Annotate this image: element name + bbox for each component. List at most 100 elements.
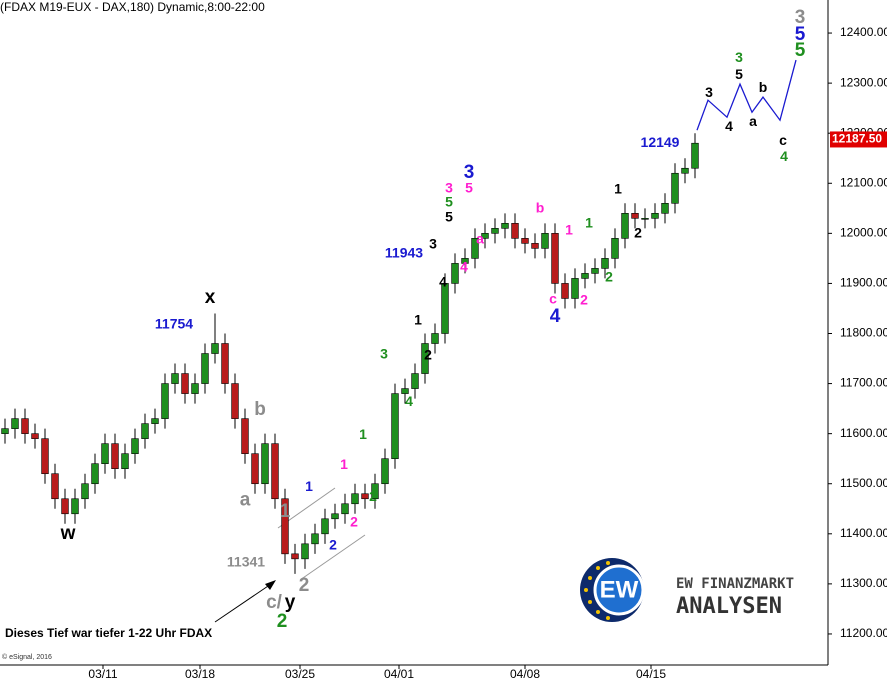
logo-badge-text: EW — [600, 576, 639, 603]
logo-line1: EW FINANZMARKT — [676, 576, 794, 592]
candle-body — [511, 223, 519, 239]
wave-label: c — [549, 291, 557, 307]
wave-label: y — [285, 592, 296, 613]
copyright: © eSignal, 2016 — [2, 653, 52, 661]
candle-body — [451, 263, 459, 284]
wave-label: 1 — [414, 312, 422, 328]
candle-body — [151, 418, 159, 424]
candle-body — [611, 238, 619, 259]
candle-body — [71, 498, 79, 515]
candle-body — [141, 423, 149, 439]
wave-label: 4 — [725, 118, 733, 134]
candle-body — [391, 393, 399, 459]
wave-label: b — [536, 200, 545, 216]
wave-label: 4 — [460, 259, 468, 275]
candle-body — [371, 483, 379, 500]
wave-label: c — [779, 132, 787, 148]
candle-body — [161, 383, 169, 419]
wave-label: 1 — [305, 478, 313, 494]
wave-label: 1 — [585, 215, 593, 231]
wave-label: 5 — [795, 40, 806, 61]
candle-body — [181, 373, 189, 394]
candle-body — [11, 418, 19, 429]
wave-label: w — [60, 523, 76, 544]
wave-label: a — [749, 113, 757, 129]
y-tick-label: 11200.00 — [840, 626, 887, 640]
y-tick-label: 11900.00 — [840, 276, 887, 290]
candle-body — [521, 238, 529, 244]
y-tick-label: 11500.00 — [840, 476, 887, 490]
candle-body — [351, 493, 359, 505]
x-tick-label: 04/15 — [636, 667, 666, 681]
candle-body — [51, 473, 59, 500]
wave-label: 5 — [445, 194, 453, 210]
candle-body — [41, 438, 49, 475]
wave-label: a — [240, 489, 251, 510]
candle-body — [641, 218, 649, 220]
candle-body — [591, 268, 599, 274]
candle-body — [421, 343, 429, 374]
candle-body — [621, 213, 629, 239]
candle-body — [581, 273, 589, 279]
wave-label: 4 — [780, 148, 788, 164]
candle-body — [81, 483, 89, 500]
candle-body — [491, 228, 499, 234]
candle-body — [91, 463, 99, 485]
candle-body — [401, 388, 409, 394]
x-tick-label: 03/25 — [285, 667, 315, 681]
candle-body — [551, 233, 559, 284]
arrow-head — [265, 580, 276, 590]
wave-label: 1 — [565, 222, 573, 238]
wave-label: 12149 — [641, 134, 680, 150]
candle-body — [631, 213, 639, 219]
candle-body — [441, 283, 449, 334]
wave-label: 11341 — [227, 554, 265, 570]
wave-label: c/ — [266, 592, 283, 613]
candle-body — [601, 258, 609, 269]
candle-body — [21, 418, 29, 434]
wave-label: 1 — [614, 180, 622, 196]
wave-label: a — [476, 231, 484, 247]
wave-label: 4 — [405, 393, 413, 409]
wave-label: b — [254, 399, 266, 420]
wave-label: 2 — [350, 513, 358, 529]
candle-body — [541, 233, 549, 249]
candle-body — [501, 223, 509, 229]
wave-label: 4 — [550, 306, 561, 327]
x-tick-label: 03/18 — [185, 667, 215, 681]
candle-body — [231, 383, 239, 419]
logo-line2: ANALYSEN — [676, 594, 782, 619]
candle-body — [461, 258, 469, 264]
chart-title: (FDAX M19-EUX - DAX,180) Dynamic,8:00-22… — [0, 0, 265, 14]
wave-label: 11754 — [155, 316, 193, 332]
wave-label: 5 — [465, 179, 473, 195]
wave-label: 4 — [439, 274, 447, 290]
candle-body — [571, 278, 579, 299]
y-tick-label: 11400.00 — [840, 526, 887, 540]
wave-label: 3 — [705, 84, 713, 100]
candle-body — [271, 443, 279, 500]
wave-label: 2 — [277, 611, 288, 632]
x-tick-label: 04/01 — [384, 667, 414, 681]
wave-label: 2 — [299, 575, 310, 596]
candle-body — [211, 343, 219, 354]
candle-body — [301, 543, 309, 560]
candle-body — [331, 513, 339, 520]
candle-body — [171, 373, 179, 384]
candle-body — [691, 142, 699, 169]
candle-body — [661, 203, 669, 214]
wave-label: 11943 — [385, 245, 423, 261]
candle-body — [251, 453, 259, 485]
wave-label: 3 — [380, 346, 388, 362]
candle-body — [471, 238, 479, 259]
candle-body — [411, 373, 419, 389]
candle-body — [201, 353, 209, 384]
candle-body — [381, 458, 389, 485]
x-tick-label: 04/08 — [510, 667, 540, 681]
candle-body — [321, 518, 329, 535]
y-tick-label: 12300.00 — [840, 75, 887, 89]
wave-label: 3 — [429, 236, 437, 252]
candle-body — [221, 343, 229, 384]
